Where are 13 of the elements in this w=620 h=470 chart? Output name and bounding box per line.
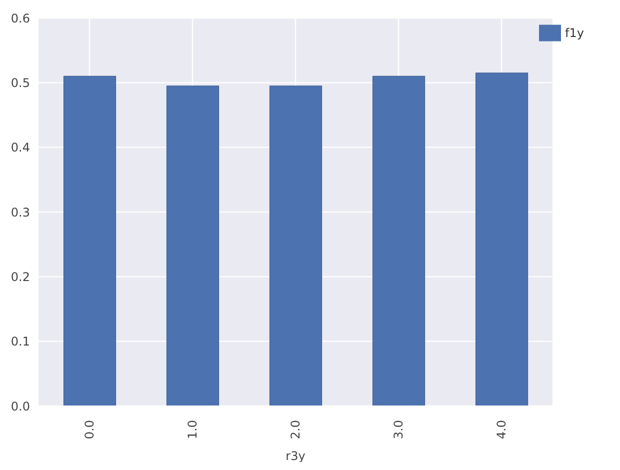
y-tick-label: 0.1 (10, 334, 30, 349)
x-tick-label: 0.0 (82, 420, 97, 440)
y-tick-label: 0.3 (10, 205, 30, 220)
x-tick-label: 3.0 (392, 420, 406, 440)
y-tick-label: 0.4 (10, 140, 30, 155)
y-tick-label: 0.2 (10, 270, 30, 284)
legend-label: f1y (565, 26, 584, 40)
y-tick-label: 0.6 (10, 11, 30, 26)
y-tick-label: 0.0 (10, 399, 30, 414)
x-tick-label: 2.0 (288, 420, 303, 440)
x-tick-label: 1.0 (186, 420, 200, 440)
x-tick-label: 4.0 (494, 420, 509, 440)
y-tick-label: 0.5 (10, 76, 30, 90)
